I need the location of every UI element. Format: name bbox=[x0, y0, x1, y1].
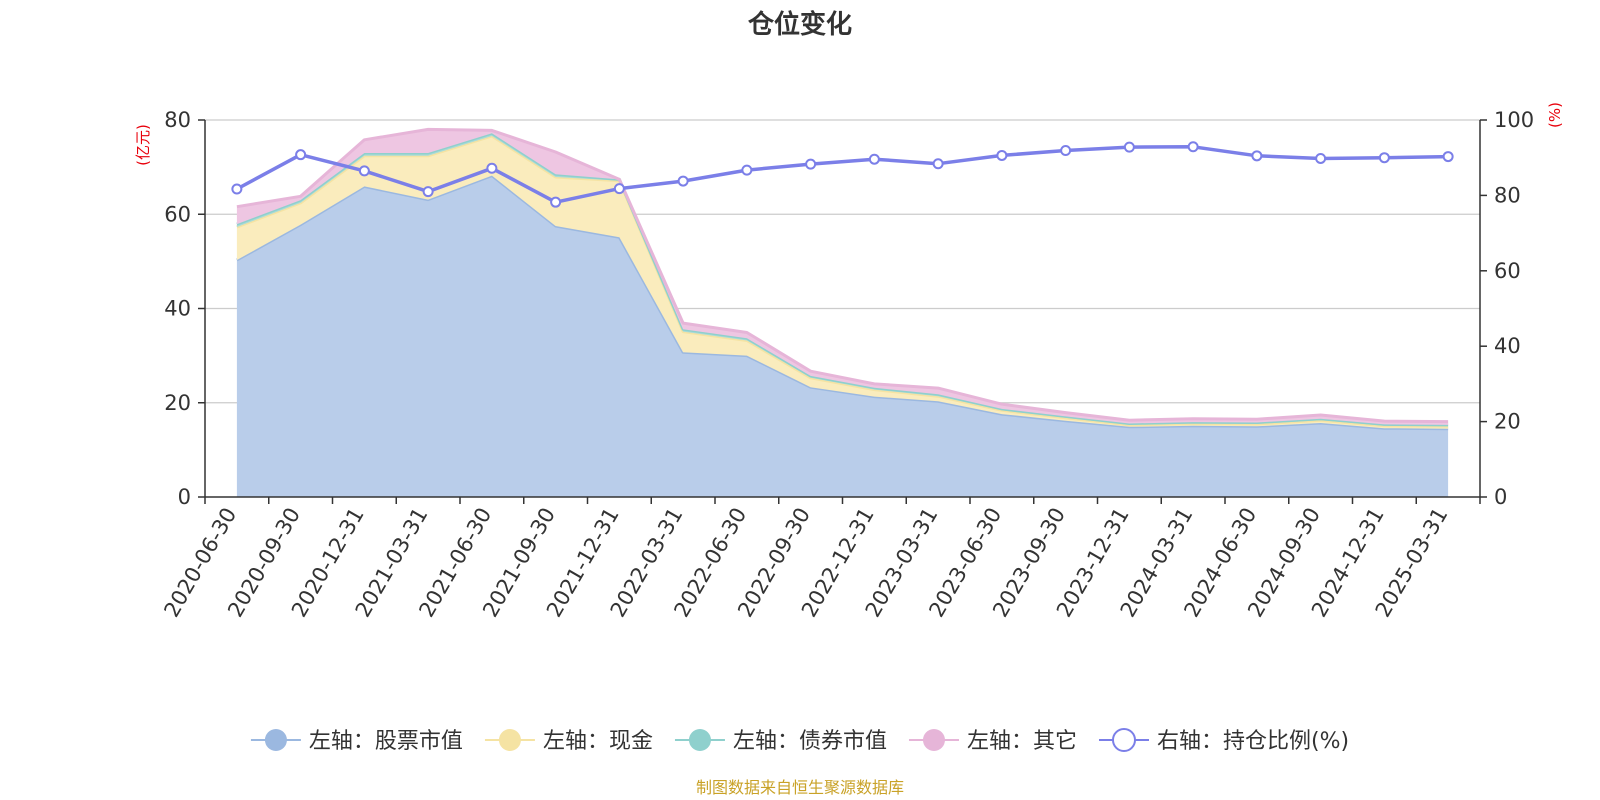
ratio-point[interactable] bbox=[1251, 150, 1263, 162]
ratio-point[interactable] bbox=[1060, 145, 1072, 157]
right-tick-label: 80 bbox=[1494, 183, 1521, 207]
ratio-point[interactable] bbox=[422, 186, 434, 198]
legend-marker bbox=[264, 729, 287, 751]
right-tick-label: 100 bbox=[1494, 108, 1534, 132]
ratio-point[interactable] bbox=[868, 153, 880, 165]
ratio-point[interactable] bbox=[805, 158, 817, 170]
ratio-point[interactable] bbox=[1442, 151, 1454, 163]
legend: 左轴：股票市值 左轴：现金 左轴：债券市值 左轴：其它 右轴：持仓比例(%) bbox=[250, 728, 1349, 754]
ratio-point[interactable] bbox=[741, 164, 753, 176]
ratio-point[interactable] bbox=[932, 158, 944, 170]
legend-label: 左轴：其它 bbox=[967, 729, 1077, 754]
legend-label: 左轴：现金 bbox=[543, 729, 653, 754]
area-series-1 bbox=[236, 175, 1449, 497]
legend-item-3[interactable]: 左轴：债券市值 bbox=[674, 729, 887, 754]
legend-marker bbox=[688, 729, 711, 751]
ratio-point[interactable] bbox=[486, 162, 498, 174]
ratio-point[interactable] bbox=[1187, 141, 1199, 153]
area-series-2 bbox=[236, 136, 1449, 429]
ratio-point[interactable] bbox=[295, 149, 307, 161]
legend-label: 左轴：债券市值 bbox=[733, 729, 887, 754]
right-axis-unit: (%) bbox=[1546, 102, 1564, 128]
ratio-point[interactable] bbox=[613, 183, 625, 195]
left-tick-label: 20 bbox=[164, 391, 191, 415]
ratio-point[interactable] bbox=[550, 196, 562, 208]
right-tick-label: 0 bbox=[1494, 485, 1507, 509]
ratio-point[interactable] bbox=[1378, 152, 1390, 164]
area-edge-series-4 bbox=[236, 127, 1449, 424]
ratio-point[interactable] bbox=[1315, 152, 1327, 164]
legend-label: 左轴：股票市值 bbox=[309, 729, 463, 754]
ratio-point[interactable] bbox=[677, 175, 689, 187]
legend-marker bbox=[498, 729, 521, 751]
legend-item-4[interactable]: 左轴：其它 bbox=[908, 729, 1077, 754]
stacked-areas bbox=[236, 127, 1449, 497]
ratio-line-path bbox=[236, 145, 1449, 204]
right-tick-label: 40 bbox=[1494, 334, 1521, 358]
chart-title: 仓位变化 bbox=[747, 9, 852, 40]
left-tick-label: 80 bbox=[164, 108, 191, 132]
ratio-point[interactable] bbox=[358, 165, 370, 177]
ratio-point[interactable] bbox=[231, 183, 243, 195]
right-tick-label: 20 bbox=[1494, 410, 1521, 434]
legend-item-1[interactable]: 左轴：股票市值 bbox=[250, 729, 463, 754]
right-tick-label: 60 bbox=[1494, 259, 1521, 283]
left-tick-label: 40 bbox=[164, 297, 191, 321]
legend-item-2[interactable]: 左轴：现金 bbox=[484, 729, 653, 754]
legend-item-5[interactable]: 右轴：持仓比例(%) bbox=[1098, 728, 1349, 754]
legend-marker bbox=[1111, 728, 1136, 752]
data-source-note: 制图数据来自恒生聚源数据库 bbox=[696, 778, 904, 797]
ratio-point[interactable] bbox=[1123, 141, 1135, 153]
legend-marker bbox=[922, 729, 945, 751]
left-axis-unit: (亿元) bbox=[134, 124, 152, 166]
legend-label: 右轴：持仓比例(%) bbox=[1157, 729, 1349, 754]
holding-ratio-line bbox=[231, 141, 1454, 208]
left-tick-label: 0 bbox=[178, 485, 191, 509]
left-tick-label: 60 bbox=[164, 202, 191, 226]
ratio-point[interactable] bbox=[996, 149, 1008, 161]
